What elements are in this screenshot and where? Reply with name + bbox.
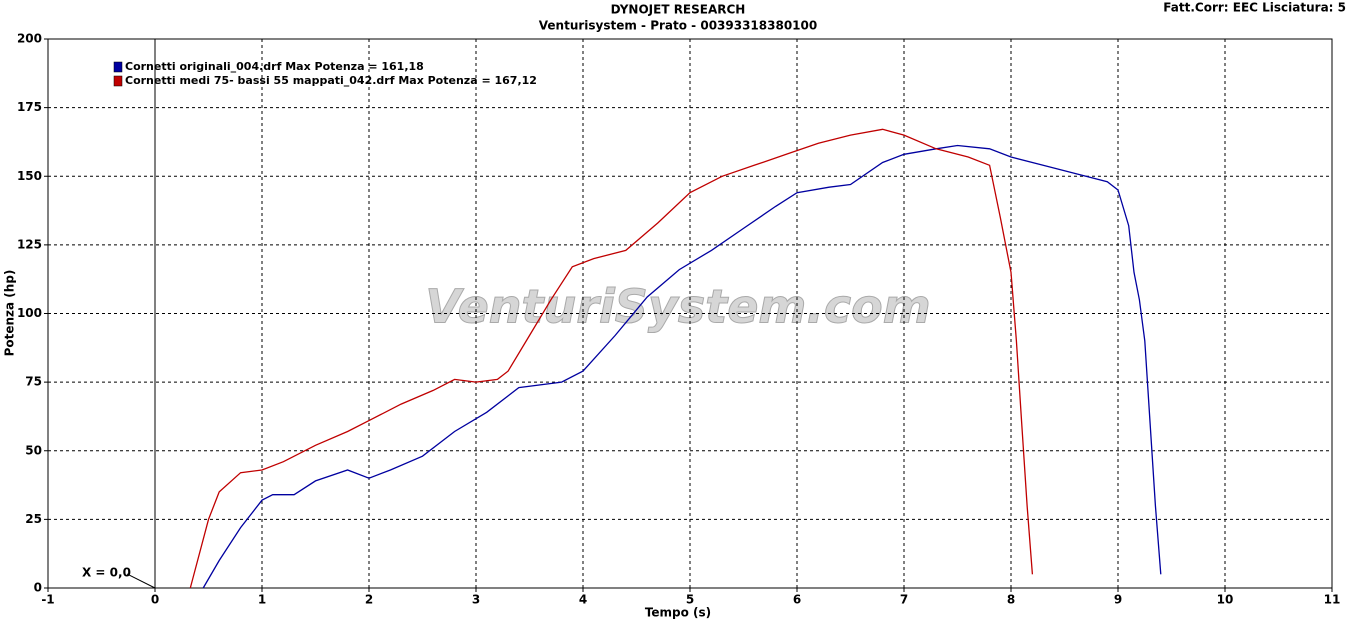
y-tick-label: 175 [17,100,42,114]
y-tick-label: 100 [17,306,42,320]
legend-label: Cornetti medi 75- bassi 55 mappati_042.d… [125,74,537,87]
legend-swatch [113,61,123,73]
y-tick-label: 50 [25,443,42,457]
x-tick-label: 10 [1217,593,1234,607]
series-line [202,144,1162,589]
annotation: X = 0,0 [82,566,131,580]
x-tick-label: 5 [686,593,694,607]
x-tick-label: 2 [365,593,373,607]
x-tick-label: 4 [579,593,587,607]
corner-note: Fatt.Corr: EEC Lisciatura: 5 [1163,1,1346,15]
x-tick-label: 8 [1007,593,1015,607]
chart-subtitle: Venturisystem - Prato - 00393318380100 [539,19,817,33]
y-tick-label: 0 [34,581,42,595]
y-tick-label: 75 [25,375,42,389]
y-axis-label: Potenza (hp) [3,270,17,357]
x-tick-label: 6 [793,593,801,607]
watermark: VenturiSystem.com [425,280,930,334]
x-tick-label: 3 [472,593,480,607]
legend-label: Cornetti originali_004.drf Max Potenza =… [125,60,424,73]
x-tick-label: 7 [900,593,908,607]
x-tick-label: 11 [1324,593,1341,607]
y-tick-label: 150 [17,169,42,183]
x-tick-label: 0 [151,593,159,607]
y-tick-label: 125 [17,237,42,251]
series-line [189,128,1034,589]
y-tick-label: 200 [17,32,42,46]
y-tick-label: 25 [25,512,42,526]
legend-swatch [113,75,123,87]
x-tick-label: 1 [258,593,266,607]
x-axis-label: Tempo (s) [645,606,711,620]
annotation-pointer [126,573,156,589]
x-tick-label: 9 [1114,593,1122,607]
chart-title: DYNOJET RESEARCH [611,3,746,17]
x-tick-label: -1 [41,593,54,607]
